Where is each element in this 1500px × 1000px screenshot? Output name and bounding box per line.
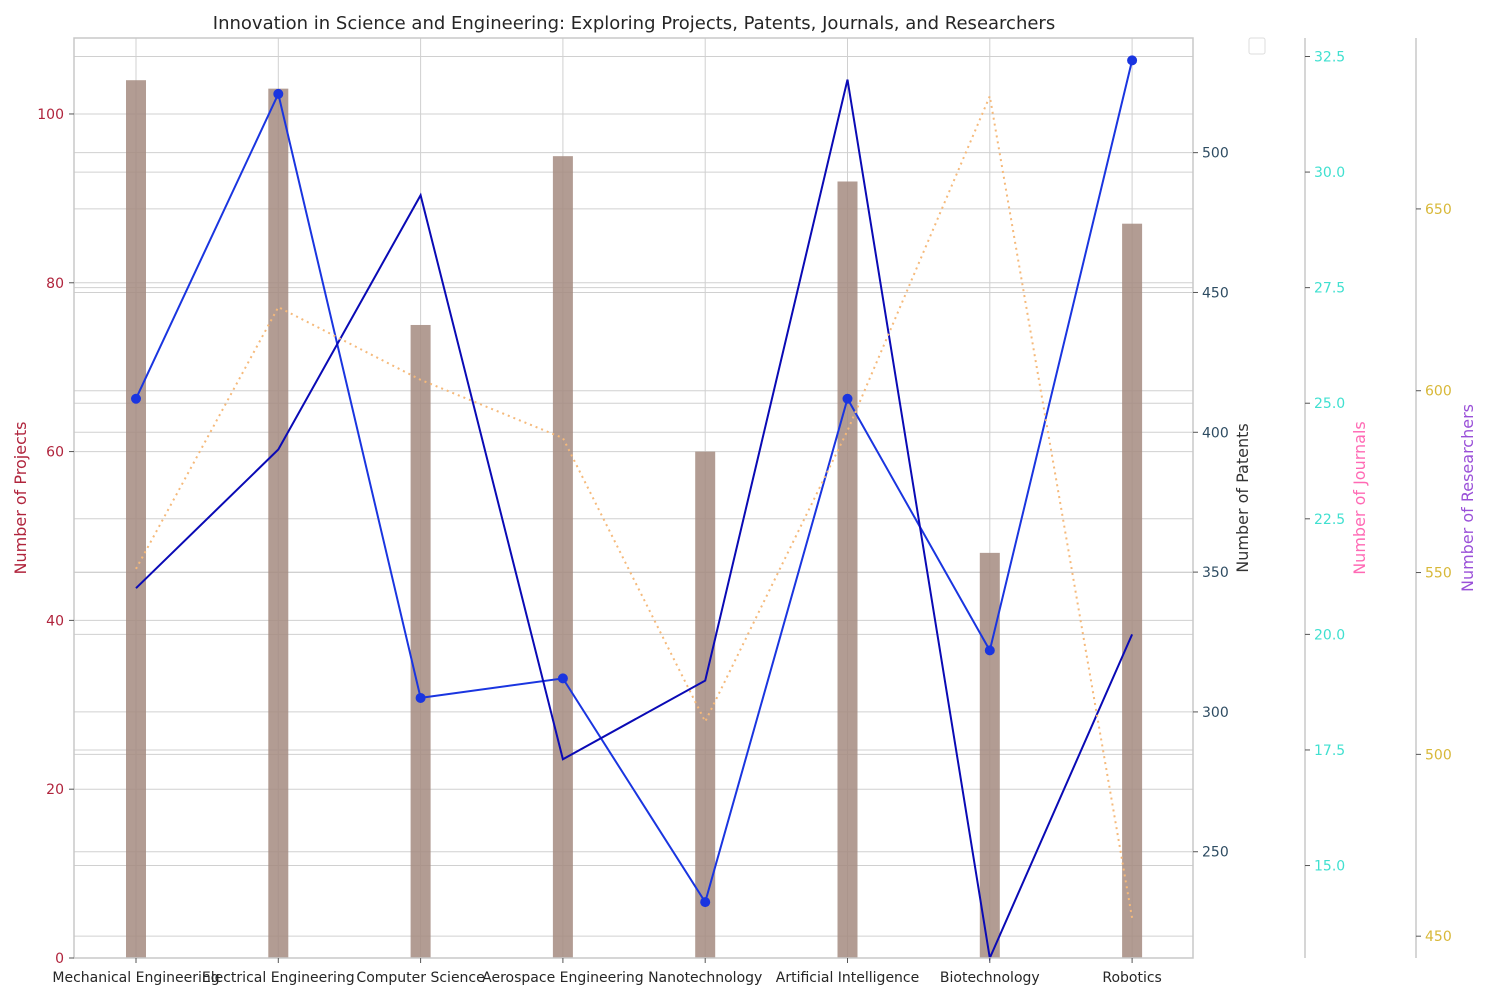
y-axis-title-projects: Number of Projects: [11, 422, 30, 575]
series-point-patents: [1127, 55, 1138, 66]
y-tick-label-patents: 300: [1202, 705, 1229, 721]
bar: [126, 80, 146, 958]
series-point-patents: [415, 692, 426, 703]
y-tick-label-journals: 25.0: [1314, 396, 1345, 412]
legend-box: [1248, 37, 1266, 55]
y-tick-label-journals: 30.0: [1314, 165, 1345, 181]
y-tick-label-projects: 20: [46, 782, 64, 798]
y-tick-label-projects: 80: [46, 276, 64, 292]
series-point-patents: [842, 393, 853, 404]
series-point-patents: [273, 88, 284, 99]
bar: [552, 156, 573, 958]
y-axis-title-researchers: Number of Researchers: [1458, 404, 1477, 592]
y-tick-label-journals: 32.5: [1314, 49, 1345, 65]
bar: [837, 181, 858, 959]
y-tick-label-projects: 0: [55, 951, 64, 967]
bar: [695, 451, 716, 958]
y-tick-label-journals: 22.5: [1314, 512, 1345, 528]
y-tick-label-projects: 40: [46, 613, 64, 629]
y-axis-title-journals: Number of Journals: [1350, 421, 1369, 575]
bar-series-projects: [126, 80, 1143, 959]
y-tick-label-researchers: 500: [1425, 747, 1452, 763]
y-tick-label-researchers: 450: [1425, 929, 1452, 945]
y-tick-label-researchers: 650: [1425, 202, 1452, 218]
grid-lines: [74, 38, 1193, 959]
x-tick-label: Aerospace Engineering: [482, 970, 643, 986]
y-tick-label-projects: 100: [37, 107, 64, 123]
series-point-patents: [700, 897, 711, 908]
y-tick-label-journals: 27.5: [1314, 281, 1345, 297]
bar: [979, 552, 1000, 958]
y-tick-label-journals: 17.5: [1314, 743, 1345, 759]
series-point-patents: [131, 393, 141, 404]
y-tick-label-patents: 400: [1202, 425, 1229, 441]
bar: [1122, 223, 1143, 958]
y-tick-label-researchers: 550: [1425, 566, 1452, 582]
y-tick-label-researchers: 600: [1425, 384, 1452, 400]
y-tick-label-journals: 15.0: [1314, 859, 1345, 875]
x-tick-label: Mechanical Engineering: [52, 970, 219, 986]
y-tick-label-patents: 450: [1202, 285, 1229, 301]
y-tick-label-patents: 500: [1202, 146, 1229, 162]
x-tick-label: Artificial Intelligence: [776, 970, 920, 986]
x-tick-label: Nanotechnology: [648, 970, 762, 986]
y-tick-label-patents: 350: [1202, 565, 1229, 581]
series-line-researchers: [135, 92, 1134, 919]
x-tick-label: Electrical Engineering: [202, 970, 355, 986]
y-axis-title-patents: Number of Patents: [1233, 423, 1252, 572]
line-series: [131, 55, 1138, 962]
chart-title: Innovation in Science and Engineering: E…: [213, 13, 1055, 34]
x-tick-label: Computer Science: [356, 970, 484, 986]
series-line-journals: [135, 79, 1134, 962]
x-tick-label: Biotechnology: [940, 970, 1040, 986]
y-tick-label-patents: 250: [1202, 845, 1229, 861]
y-tick-label-projects: 60: [46, 445, 64, 461]
bar: [410, 324, 431, 958]
plot-frame: [73, 37, 1194, 959]
x-tick-label: Robotics: [1102, 970, 1162, 986]
series-point-patents: [984, 645, 995, 656]
series-point-patents: [557, 673, 568, 684]
series-line-patents: [135, 60, 1134, 905]
bar: [268, 88, 289, 958]
y-tick-label-journals: 20.0: [1314, 627, 1345, 643]
